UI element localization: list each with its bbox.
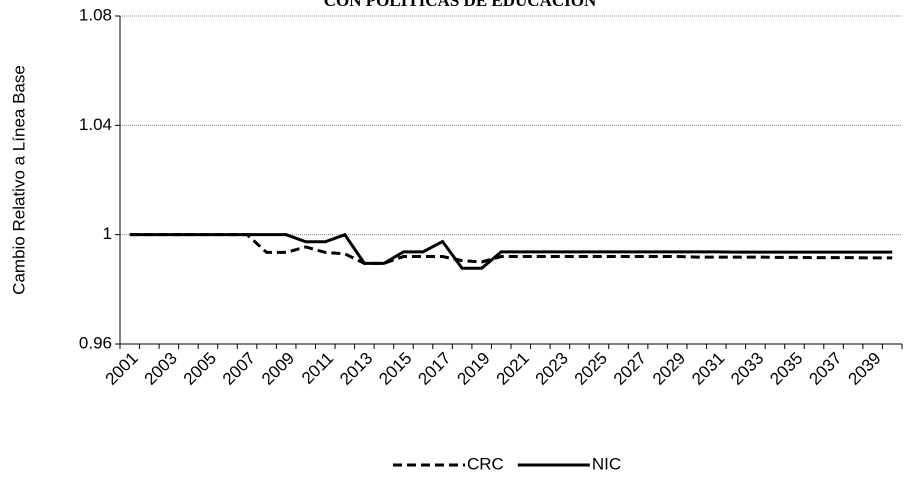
x-tick-label: 2011 bbox=[298, 349, 337, 388]
x-tick-label: 2039 bbox=[844, 349, 884, 389]
x-tick-label: 2035 bbox=[766, 349, 806, 389]
x-tick-label: 2019 bbox=[453, 349, 493, 389]
x-tick-label: 2021 bbox=[493, 349, 533, 389]
chart-title: CON POLÍTICAS DE EDUCACIÓN bbox=[324, 0, 597, 10]
x-tick-label: 2013 bbox=[336, 349, 376, 389]
x-tick-label: 2031 bbox=[688, 349, 728, 389]
x-tick-label: 2003 bbox=[141, 349, 181, 389]
x-tick-label: 2033 bbox=[727, 349, 767, 389]
x-tick-label: 2037 bbox=[805, 349, 845, 389]
x-tick-label: 2009 bbox=[258, 349, 298, 389]
x-tick-label: 2023 bbox=[532, 349, 572, 389]
x-tick-label: 2017 bbox=[414, 349, 454, 389]
legend-label: CRC bbox=[467, 454, 504, 473]
series-line bbox=[129, 233, 893, 265]
legend-label: NIC bbox=[592, 454, 621, 473]
y-tick-label: 1.08 bbox=[79, 5, 112, 24]
x-tick-label: 2027 bbox=[610, 349, 650, 389]
y-tick-label: 0.96 bbox=[79, 333, 112, 352]
x-tick-label: 2029 bbox=[649, 349, 689, 389]
x-tick-label: 2005 bbox=[180, 349, 220, 389]
y-tick-label: 1.04 bbox=[79, 115, 112, 134]
y-tick-label: 1 bbox=[103, 224, 112, 243]
x-tick-label: 2007 bbox=[219, 349, 259, 389]
y-axis-label: Cambio Relativo a Línea Base bbox=[9, 65, 28, 295]
series-line bbox=[129, 232, 893, 270]
x-tick-label: 2015 bbox=[375, 349, 415, 389]
x-tick-label: 2001 bbox=[102, 349, 142, 389]
x-tick-label: 2025 bbox=[571, 349, 611, 389]
